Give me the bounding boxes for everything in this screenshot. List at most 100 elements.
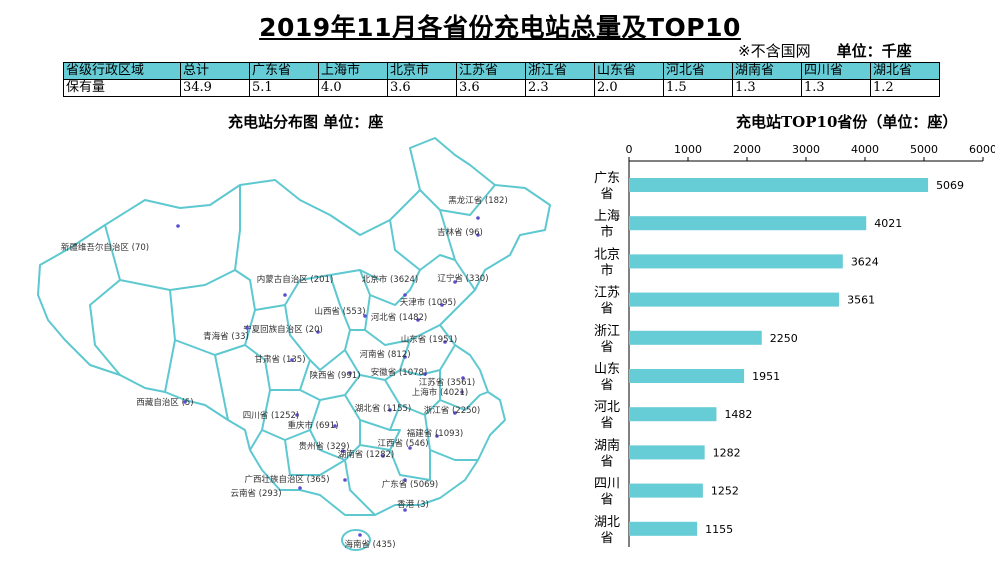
summary-header-cell: 上海市 bbox=[318, 62, 388, 80]
category-label: 四川省 bbox=[594, 477, 620, 508]
summary-header-cell: 省级行政区域 bbox=[63, 62, 181, 80]
category-label: 山东省 bbox=[594, 362, 620, 393]
map-dot bbox=[403, 355, 407, 359]
map-dot bbox=[476, 216, 480, 220]
map-dot bbox=[453, 280, 457, 284]
china-map: 黑龙江省 (182) 吉林省 (96) 辽宁省 (330) 北京市 (3624) 内蒙古… bbox=[37, 137, 551, 551]
map-province-border bbox=[254, 269, 381, 311]
map-dot bbox=[363, 314, 367, 318]
map-province-label: 海南省 (435) bbox=[344, 539, 395, 550]
summary-value-cell: 3.6 bbox=[456, 79, 526, 97]
bar-data-label: 1252 bbox=[711, 485, 739, 498]
summary-table: 省级行政区域 总计 广东省 上海市 北京市 江苏省 浙江省 山东省 河北省 湖南… bbox=[63, 62, 940, 97]
summary-header-cell: 北京市 bbox=[387, 62, 457, 80]
map-dot bbox=[358, 533, 362, 537]
x-tick-label: 0 bbox=[626, 143, 633, 156]
category-label: 上海市 bbox=[594, 209, 620, 240]
summary-header-cell: 广东省 bbox=[249, 62, 319, 80]
x-tick-label: 3000 bbox=[792, 143, 820, 156]
map-province-border bbox=[89, 279, 121, 376]
map-province-border bbox=[261, 429, 311, 441]
summary-value-cell: 保有量 bbox=[63, 79, 181, 97]
map-province-border bbox=[419, 184, 496, 216]
map-province-border bbox=[439, 209, 456, 261]
map-label-layer: 黑龙江省 (182) 吉林省 (96) 辽宁省 (330) 北京市 (3624) 内蒙古… bbox=[61, 195, 508, 550]
summary-value-cell: 5.1 bbox=[249, 79, 319, 97]
map-province-label: 上海市 (4021) bbox=[412, 387, 468, 398]
map-province-label: 河南省 (812) bbox=[359, 349, 410, 360]
map-dot bbox=[435, 434, 439, 438]
bar bbox=[629, 369, 745, 383]
map-province-label: 陕西省 (991) bbox=[309, 370, 360, 381]
bar bbox=[629, 445, 705, 460]
map-dot bbox=[381, 454, 385, 458]
map-dot bbox=[388, 408, 392, 412]
map-province-border bbox=[364, 294, 441, 346]
map-dot bbox=[416, 318, 420, 322]
map-dot bbox=[295, 413, 299, 417]
summary-value-cell: 4.0 bbox=[318, 79, 388, 97]
map-province-label: 天津市 (1095) bbox=[400, 297, 456, 308]
bar-data-label: 3561 bbox=[847, 294, 875, 307]
map-province-border bbox=[214, 354, 229, 421]
map-dot bbox=[348, 371, 352, 375]
map-dot bbox=[440, 303, 444, 307]
page-title: 2019年11月各省份充电站总量及TOP10 bbox=[259, 13, 741, 42]
summary-value-cell: 1.3 bbox=[732, 79, 802, 97]
map-dot bbox=[476, 233, 480, 237]
bar-data-label: 1482 bbox=[724, 408, 752, 421]
map-province-border bbox=[169, 269, 256, 356]
map-province-label: 重庆市 (691) bbox=[287, 420, 338, 431]
summary-value-cell: 34.9 bbox=[180, 79, 250, 97]
map-province-label: 江苏省 (3561) bbox=[419, 377, 475, 388]
category-label: 湖南省 bbox=[594, 437, 620, 469]
map-province-label: 香港 (3) bbox=[397, 499, 429, 510]
summary-header-cell: 湖北省 bbox=[870, 62, 940, 80]
map-province-label: 福建省 (1093) bbox=[407, 428, 463, 439]
bar-data-label: 5069 bbox=[936, 179, 964, 192]
map-dot bbox=[298, 486, 302, 490]
summary-value-cell: 1.3 bbox=[801, 79, 871, 97]
category-label: 广东省 bbox=[594, 171, 620, 202]
map-province-label: 广东省 (5069) bbox=[382, 479, 438, 490]
bar-chart-title: 充电站TOP10省份（单位：座） bbox=[736, 113, 958, 131]
map-province-border bbox=[399, 370, 441, 416]
summary-value-cell: 3.6 bbox=[387, 79, 457, 97]
bar-marks: 5069 广东省 4021 上海市 3624 北京市 3561 江苏省 2250 浙江省 1951 山… bbox=[594, 171, 964, 546]
map-province-border bbox=[309, 399, 361, 461]
map-province-label: 河北省 (1482) bbox=[371, 312, 427, 323]
bar-data-label: 1155 bbox=[705, 523, 733, 536]
map-dot bbox=[403, 293, 407, 297]
map-dot bbox=[443, 340, 447, 344]
summary-header-row: 省级行政区域 总计 广东省 上海市 北京市 江苏省 浙江省 山东省 河北省 湖南… bbox=[63, 62, 940, 80]
map-province-label: 内蒙古自治区 (201) bbox=[257, 274, 334, 285]
x-tick-label: 4000 bbox=[851, 143, 879, 156]
summary-value-cell: 2.3 bbox=[525, 79, 595, 97]
bar bbox=[629, 216, 867, 231]
category-label: 河北省 bbox=[594, 400, 620, 431]
summary-header-cell: 江苏省 bbox=[456, 62, 526, 80]
bar-data-label: 1282 bbox=[713, 446, 741, 459]
map-province-label: 新疆维吾尔自治区 (70) bbox=[61, 242, 149, 253]
map-province-label: 广西壮族自治区 (365) bbox=[244, 474, 329, 485]
map-province-label: 吉林省 (96) bbox=[437, 227, 483, 238]
category-label: 北京市 bbox=[594, 247, 620, 278]
map-province-border bbox=[359, 429, 401, 451]
summary-value-cell: 1.5 bbox=[663, 79, 733, 97]
map-province-border bbox=[424, 414, 478, 461]
hainan-island bbox=[341, 529, 371, 551]
map-province-label: 北京市 (3624) bbox=[362, 274, 418, 285]
summary-header-cell: 山东省 bbox=[594, 62, 664, 80]
bar bbox=[629, 407, 717, 422]
bar bbox=[629, 521, 698, 536]
bar bbox=[629, 292, 840, 307]
summary-header-cell: 河北省 bbox=[663, 62, 733, 80]
bar bbox=[629, 178, 929, 192]
map-dot bbox=[316, 330, 320, 334]
map-province-label: 湖北省 (1155) bbox=[355, 403, 411, 414]
map-outline bbox=[37, 137, 551, 516]
bar-data-label: 2250 bbox=[770, 332, 798, 345]
category-label: 江苏省 bbox=[594, 285, 620, 317]
map-province-border bbox=[284, 439, 346, 476]
map-province-label: 山东省 (1951) bbox=[401, 334, 457, 345]
